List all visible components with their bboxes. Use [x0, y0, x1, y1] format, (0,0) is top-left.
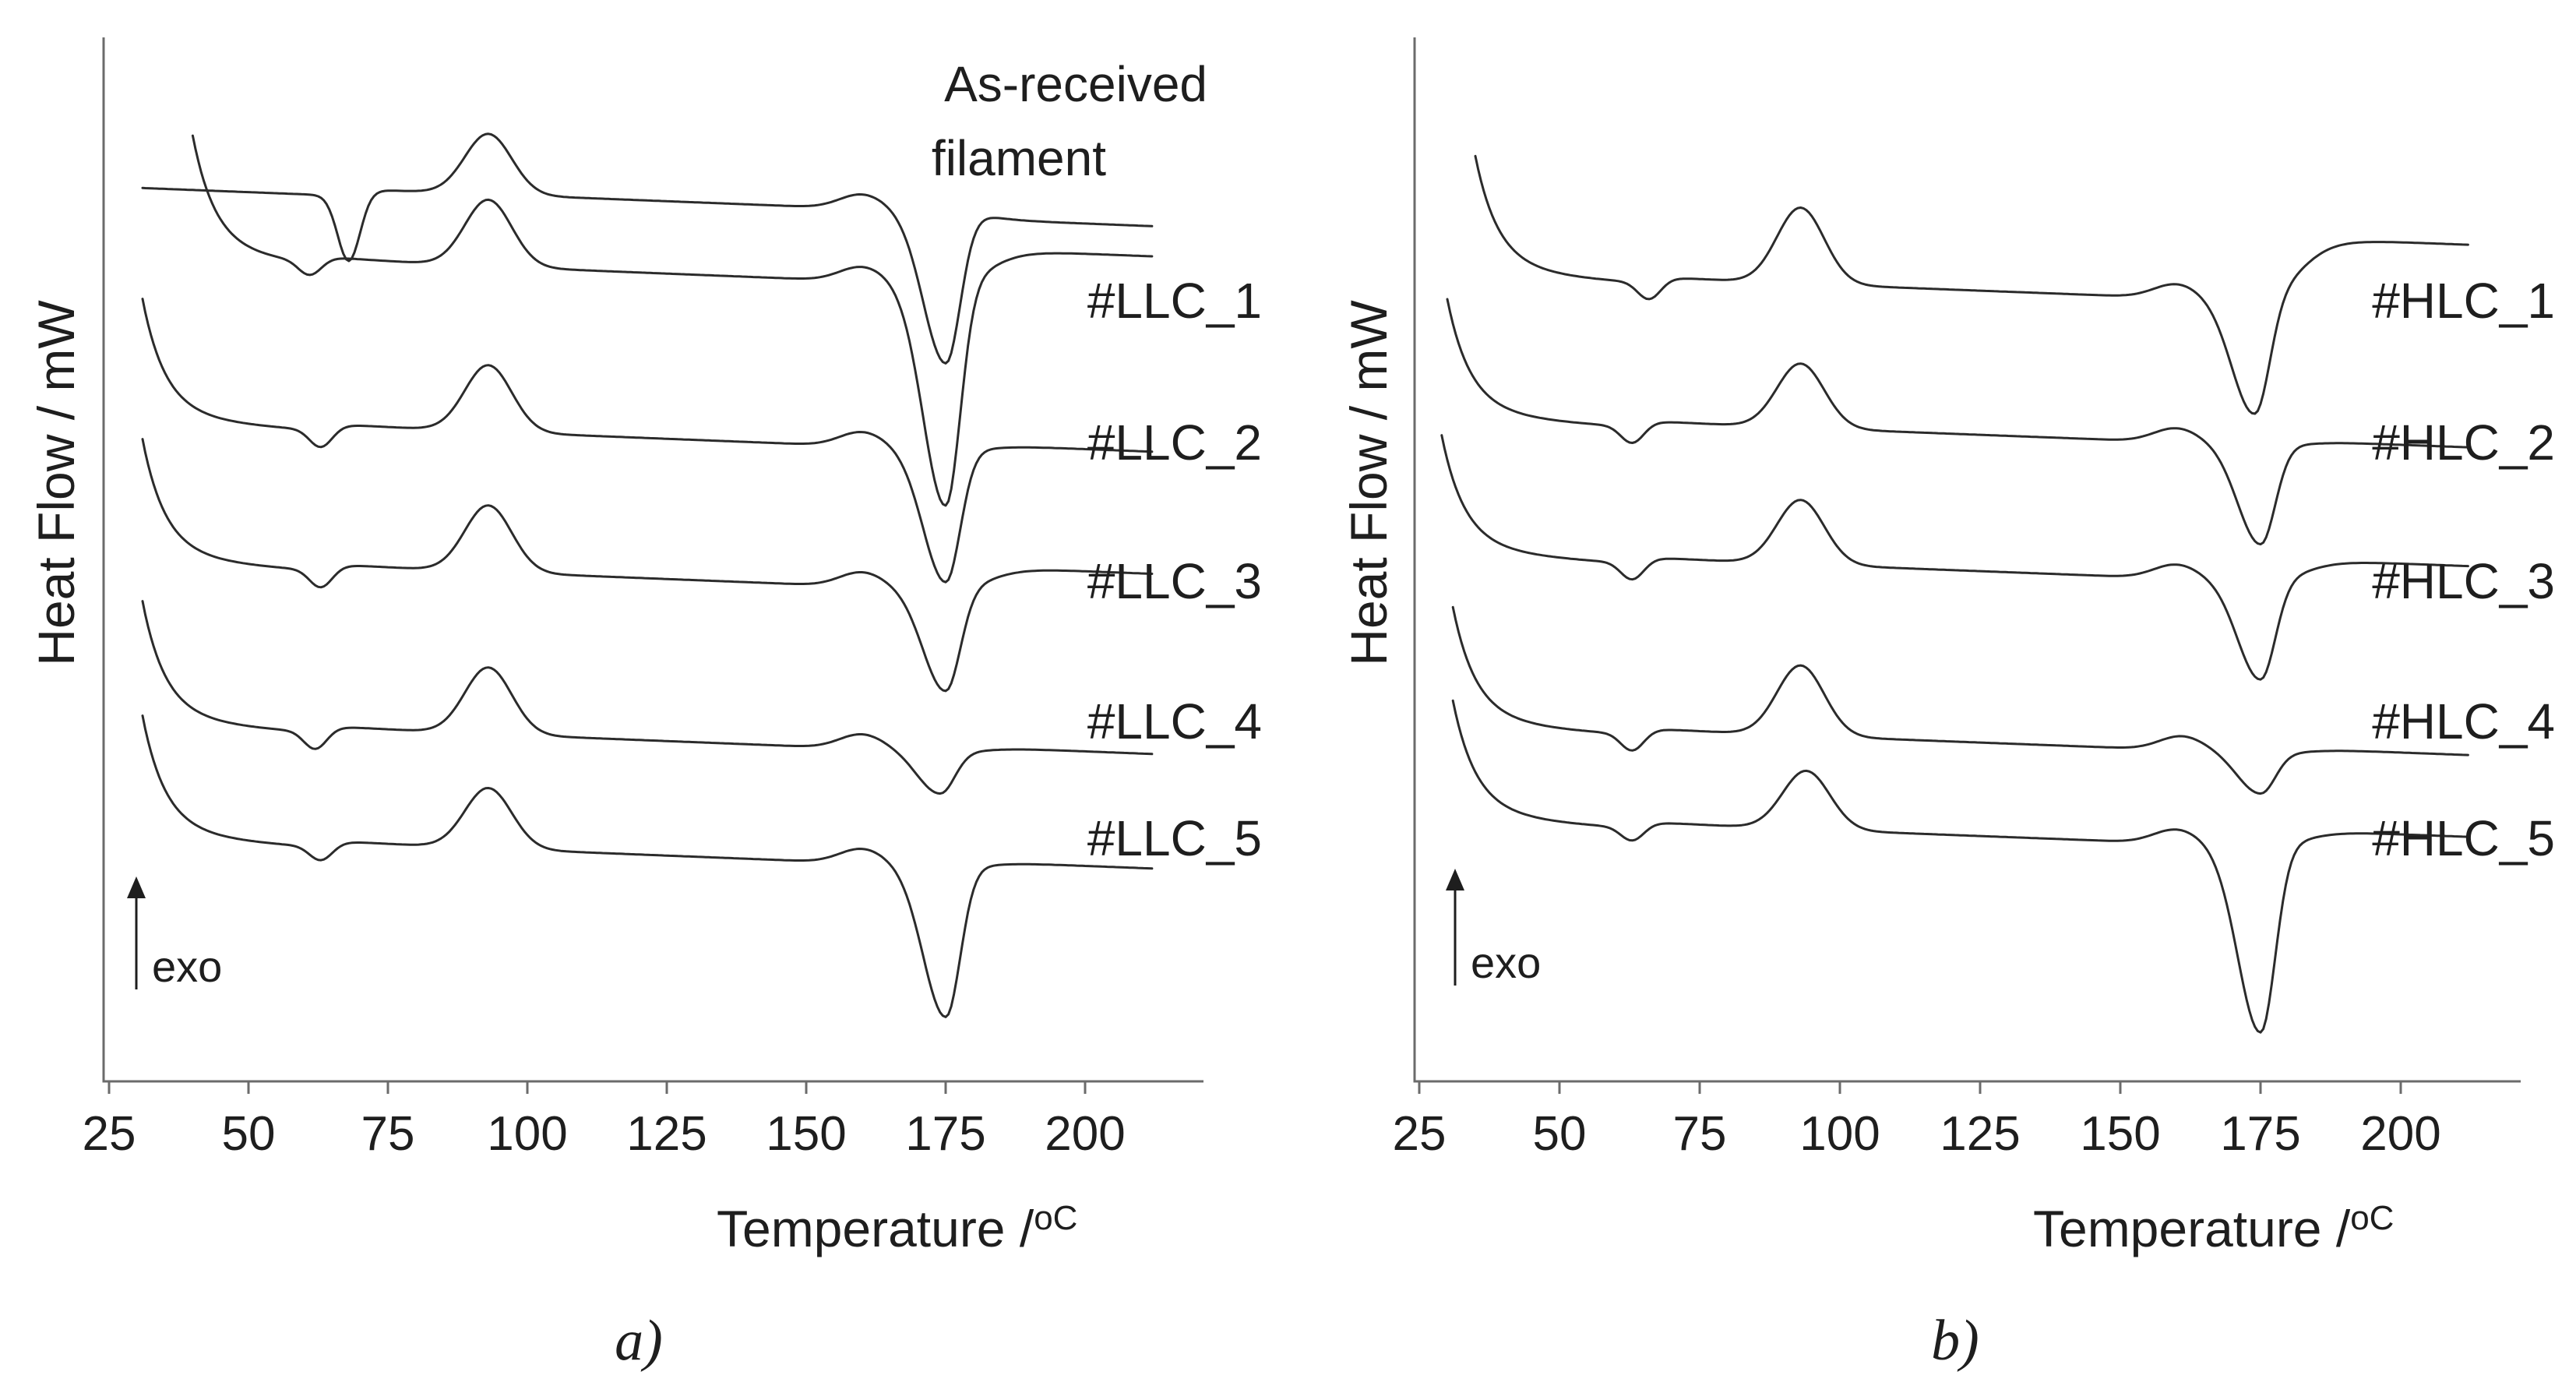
series-label: #HLC_4 [2372, 693, 2555, 749]
x-tick-label: 25 [83, 1107, 136, 1161]
chart-panel-a: 25 50 75 100 125 150 175 200 Temperature /oC Heat… [27, 37, 1262, 1373]
exo-arrow-head [1446, 869, 1464, 890]
series-label: #HLC_2 [2372, 414, 2555, 471]
exo-arrow-head [127, 876, 146, 898]
series-line--hlc-3 [1440, 434, 2469, 681]
series-label: #HLC_3 [2372, 553, 2555, 609]
series-label: #HLC_5 [2372, 810, 2555, 866]
x-tick-label: 125 [626, 1107, 707, 1161]
series-line-as-received-filament [141, 132, 1154, 365]
x-tick-label: 75 [361, 1107, 415, 1161]
x-axis-unit: oC [1034, 1199, 1077, 1237]
x-tick-label: 150 [766, 1107, 846, 1161]
chart-panel-b: 25 50 75 100 125 150 175 200 Temperature /oC Heat… [1340, 37, 2555, 1373]
x-tick-label: 200 [1045, 1107, 1125, 1161]
x-tick-label: 175 [2220, 1107, 2300, 1161]
series-line--llc-4 [141, 600, 1154, 795]
series-line--hlc-4 [1451, 605, 2469, 795]
series-line--llc-3 [141, 438, 1154, 693]
series-label: #LLC_3 [1087, 553, 1262, 609]
exo-label: exo [152, 942, 222, 991]
series-label: #LLC_5 [1087, 810, 1262, 866]
y-axis-title: Heat Flow / mW [27, 300, 85, 666]
series-label: #LLC_4 [1087, 693, 1262, 749]
x-axis-title: Temperature /oC [2033, 1199, 2394, 1257]
series-line--llc-2 [141, 298, 1154, 584]
series-line--llc-1 [191, 134, 1154, 507]
x-tick-label: 100 [487, 1107, 567, 1161]
series-line--llc-5 [141, 714, 1154, 1018]
series-label: #LLC_2 [1087, 414, 1262, 471]
x-axis-title: Temperature /oC [717, 1199, 1077, 1257]
x-tick-label: 150 [2080, 1107, 2160, 1161]
series-label-as-received: As-received filament [932, 56, 1207, 186]
x-tick-label: 200 [2360, 1107, 2440, 1161]
panel-label: b) [1931, 1309, 1979, 1373]
series-label: #HLC_1 [2372, 273, 2555, 329]
x-tick-label: 25 [1393, 1107, 1447, 1161]
series-line--hlc-2 [1446, 298, 2469, 546]
panel-label: a) [615, 1309, 663, 1373]
x-tick-label: 50 [222, 1107, 276, 1161]
x-axis-unit: oC [2350, 1199, 2394, 1237]
series-label: #LLC_1 [1087, 273, 1262, 329]
axis-frame [102, 37, 1203, 1083]
x-tick-label: 125 [1940, 1107, 2020, 1161]
y-axis-title: Heat Flow / mW [1340, 300, 1397, 666]
x-tick-label: 50 [1533, 1107, 1587, 1161]
series-line--hlc-5 [1451, 699, 2469, 1034]
x-tick-label: 100 [1799, 1107, 1880, 1161]
x-tick-label: 175 [905, 1107, 985, 1161]
series-line--hlc-1 [1474, 154, 2469, 415]
x-tick-label: 75 [1673, 1107, 1727, 1161]
axis-frame [1413, 37, 2521, 1083]
exo-label: exo [1471, 938, 1541, 987]
